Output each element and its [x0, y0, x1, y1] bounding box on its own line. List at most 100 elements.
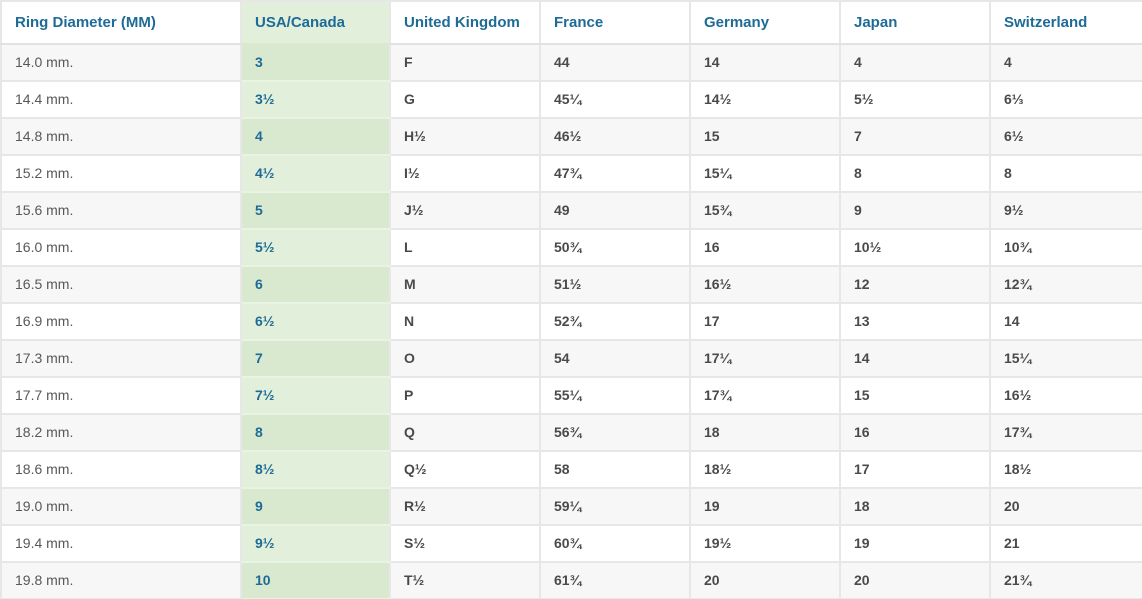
cell-japan: 16 — [840, 414, 991, 452]
cell-usa-canada: 7½ — [241, 377, 391, 415]
column-header-united-kingdom: United Kingdom — [390, 1, 541, 45]
table-row: 16.0 mm. 5½ L 50¾ 16 10½ 10¾ — [1, 229, 1142, 267]
cell-japan: 4 — [840, 44, 991, 82]
cell-france: 60¾ — [540, 525, 691, 563]
cell-switzerland: 4 — [990, 44, 1142, 82]
cell-switzerland: 8 — [990, 155, 1142, 193]
cell-switzerland: 17¾ — [990, 414, 1142, 452]
cell-japan: 10½ — [840, 229, 991, 267]
cell-france: 44 — [540, 44, 691, 82]
cell-united-kingdom: S½ — [390, 525, 541, 563]
cell-ring-diameter-mm: 14.4 mm. — [1, 81, 242, 119]
column-header-ring-diameter-mm: Ring Diameter (MM) — [1, 1, 242, 45]
cell-switzerland: 15¼ — [990, 340, 1142, 378]
cell-switzerland: 21 — [990, 525, 1142, 563]
table-row: 15.6 mm. 5 J½ 49 15¾ 9 9½ — [1, 192, 1142, 230]
table-row: 17.3 mm. 7 O 54 17¼ 14 15¼ — [1, 340, 1142, 378]
cell-usa-canada: 7 — [241, 340, 391, 378]
cell-ring-diameter-mm: 18.2 mm. — [1, 414, 242, 452]
table-row: 18.2 mm. 8 Q 56¾ 18 16 17¾ — [1, 414, 1142, 452]
cell-japan: 18 — [840, 488, 991, 526]
cell-switzerland: 6½ — [990, 118, 1142, 156]
cell-germany: 14 — [690, 44, 841, 82]
cell-ring-diameter-mm: 18.6 mm. — [1, 451, 242, 489]
cell-ring-diameter-mm: 16.5 mm. — [1, 266, 242, 304]
cell-germany: 17¼ — [690, 340, 841, 378]
column-header-germany: Germany — [690, 1, 841, 45]
table-row: 19.0 mm. 9 R½ 59¼ 19 18 20 — [1, 488, 1142, 526]
cell-switzerland: 12¾ — [990, 266, 1142, 304]
cell-united-kingdom: G — [390, 81, 541, 119]
cell-united-kingdom: R½ — [390, 488, 541, 526]
cell-germany: 15¾ — [690, 192, 841, 230]
cell-france: 47¾ — [540, 155, 691, 193]
cell-germany: 17 — [690, 303, 841, 341]
cell-japan: 8 — [840, 155, 991, 193]
cell-japan: 13 — [840, 303, 991, 341]
cell-usa-canada: 6½ — [241, 303, 391, 341]
cell-japan: 14 — [840, 340, 991, 378]
cell-germany: 19 — [690, 488, 841, 526]
cell-germany: 14½ — [690, 81, 841, 119]
column-header-switzerland: Switzerland — [990, 1, 1142, 45]
cell-japan: 9 — [840, 192, 991, 230]
table-row: 19.4 mm. 9½ S½ 60¾ 19½ 19 21 — [1, 525, 1142, 563]
cell-switzerland: 9½ — [990, 192, 1142, 230]
column-header-usa-canada: USA/Canada — [241, 1, 391, 45]
cell-germany: 16 — [690, 229, 841, 267]
cell-germany: 18 — [690, 414, 841, 452]
cell-france: 51½ — [540, 266, 691, 304]
column-header-france: France — [540, 1, 691, 45]
cell-ring-diameter-mm: 17.7 mm. — [1, 377, 242, 415]
table-row: 16.5 mm. 6 M 51½ 16½ 12 12¾ — [1, 266, 1142, 304]
cell-usa-canada: 10 — [241, 562, 391, 599]
cell-germany: 20 — [690, 562, 841, 599]
cell-japan: 19 — [840, 525, 991, 563]
cell-usa-canada: 3 — [241, 44, 391, 82]
cell-ring-diameter-mm: 19.4 mm. — [1, 525, 242, 563]
cell-france: 56¾ — [540, 414, 691, 452]
cell-usa-canada: 5 — [241, 192, 391, 230]
cell-japan: 7 — [840, 118, 991, 156]
cell-ring-diameter-mm: 14.0 mm. — [1, 44, 242, 82]
cell-france: 52¾ — [540, 303, 691, 341]
cell-japan: 15 — [840, 377, 991, 415]
cell-france: 58 — [540, 451, 691, 489]
cell-ring-diameter-mm: 17.3 mm. — [1, 340, 242, 378]
table-row: 16.9 mm. 6½ N 52¾ 17 13 14 — [1, 303, 1142, 341]
cell-japan: 5½ — [840, 81, 991, 119]
cell-united-kingdom: M — [390, 266, 541, 304]
cell-usa-canada: 4½ — [241, 155, 391, 193]
cell-france: 55¼ — [540, 377, 691, 415]
cell-usa-canada: 8½ — [241, 451, 391, 489]
cell-usa-canada: 9½ — [241, 525, 391, 563]
cell-united-kingdom: N — [390, 303, 541, 341]
cell-france: 54 — [540, 340, 691, 378]
cell-united-kingdom: J½ — [390, 192, 541, 230]
cell-germany: 15 — [690, 118, 841, 156]
cell-switzerland: 21¾ — [990, 562, 1142, 599]
cell-france: 50¾ — [540, 229, 691, 267]
cell-ring-diameter-mm: 14.8 mm. — [1, 118, 242, 156]
cell-usa-canada: 6 — [241, 266, 391, 304]
cell-switzerland: 18½ — [990, 451, 1142, 489]
cell-ring-diameter-mm: 19.0 mm. — [1, 488, 242, 526]
table-row: 14.8 mm. 4 H½ 46½ 15 7 6½ — [1, 118, 1142, 156]
cell-united-kingdom: H½ — [390, 118, 541, 156]
cell-united-kingdom: Q½ — [390, 451, 541, 489]
cell-usa-canada: 9 — [241, 488, 391, 526]
cell-switzerland: 14 — [990, 303, 1142, 341]
table-row: 18.6 mm. 8½ Q½ 58 18½ 17 18½ — [1, 451, 1142, 489]
cell-ring-diameter-mm: 19.8 mm. — [1, 562, 242, 599]
cell-usa-canada: 5½ — [241, 229, 391, 267]
cell-usa-canada: 4 — [241, 118, 391, 156]
cell-france: 45¼ — [540, 81, 691, 119]
cell-ring-diameter-mm: 15.2 mm. — [1, 155, 242, 193]
cell-united-kingdom: P — [390, 377, 541, 415]
cell-switzerland: 16½ — [990, 377, 1142, 415]
cell-germany: 15¼ — [690, 155, 841, 193]
table-body: 14.0 mm. 3 F 44 14 4 4 14.4 mm. 3½ G 45¼ 14½ 5½ 6⅓ 14.… — [1, 44, 1142, 599]
table-row: 19.8 mm. 10 T½ 61¾ 20 20 21¾ — [1, 562, 1142, 599]
cell-united-kingdom: T½ — [390, 562, 541, 599]
